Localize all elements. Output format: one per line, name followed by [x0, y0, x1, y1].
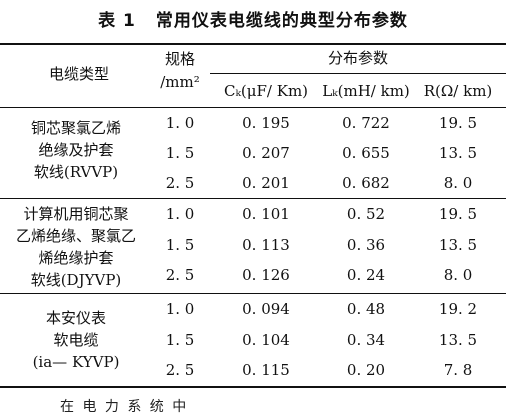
group-3-name: 本安仪表 软电缆 (ia— KYVP)	[4, 307, 148, 373]
table-cell-c: 0. 201	[242, 174, 290, 192]
group-2-name: 计算机用铜芯聚 乙烯绝缘、聚氯乙 烯绝缘护套 软线(DJYVP)	[4, 203, 148, 291]
table-cell-spec: 1. 0	[165, 300, 195, 318]
table-cell-l: 0. 48	[346, 300, 386, 318]
table-cell-r: 19. 5	[438, 205, 478, 223]
table-cell-r: 8. 0	[443, 266, 473, 284]
group-2-name-line: 计算机用铜芯聚	[23, 205, 129, 223]
table-cell-r: 13. 5	[438, 144, 478, 162]
table-cell-l: 0. 52	[346, 205, 386, 223]
table-cell-r: 13. 5	[438, 236, 478, 254]
table-cell-l: 0. 34	[346, 331, 386, 349]
header-bottom-rule	[0, 107, 506, 108]
table-cell-c: 0. 126	[242, 266, 290, 284]
header-distribution-params: 分布参数	[327, 49, 388, 67]
group-1-name: 铜芯聚氯乙烯 绝缘及护套 软线(RVVP)	[4, 117, 148, 183]
group-2-name-line: 烯绝缘护套	[38, 249, 114, 267]
group-1-name-line: 绝缘及护套	[38, 141, 114, 159]
table-cell-r: 19. 2	[438, 300, 478, 318]
table-title: 常用仪表电缆线的典型分布参数	[155, 11, 408, 31]
table-cell-r: 8. 0	[443, 174, 473, 192]
distribution-header-rule	[210, 73, 506, 74]
table-cell-l: 0. 682	[342, 174, 390, 192]
table-cell-c: 0. 101	[242, 205, 290, 223]
header-cable-type: 电缆类型	[48, 65, 109, 83]
top-rule	[0, 43, 506, 45]
table-number: 表 1	[98, 11, 136, 31]
table-caption: 表 1 常用仪表电缆线的典型分布参数	[0, 6, 506, 31]
body-text-fragment: 在 电 力 系 统 中	[60, 399, 189, 415]
table-cell-c: 0. 104	[242, 331, 290, 349]
table-cell-c: 0. 207	[242, 144, 290, 162]
table-cell-r: 13. 5	[438, 331, 478, 349]
table-cell-spec: 1. 5	[165, 331, 195, 349]
table-cell-spec: 1. 0	[165, 114, 195, 132]
table-cell-l: 0. 722	[342, 114, 390, 132]
group-1-name-line: 软线(RVVP)	[33, 163, 119, 181]
table-cell-spec: 2. 5	[165, 266, 195, 284]
group-2-name-line: 乙烯绝缘、聚氯乙	[15, 227, 136, 245]
table-cell-l: 0. 36	[346, 236, 386, 254]
table-cell-spec: 1. 0	[165, 205, 195, 223]
table-cell-spec: 1. 5	[165, 236, 195, 254]
group-divider-2	[0, 293, 506, 294]
bottom-rule	[0, 386, 506, 388]
table-cell-spec: 1. 5	[165, 144, 195, 162]
header-inductance: Lₖ(mH/ km)	[322, 82, 410, 100]
header-spec-unit: /mm²	[160, 73, 200, 91]
group-divider-1	[0, 198, 506, 199]
group-2-name-line: 软线(DJYVP)	[30, 271, 122, 289]
table-cell-l: 0. 20	[346, 361, 386, 379]
table-cell-c: 0. 113	[242, 236, 290, 254]
header-spec: 规格	[164, 50, 195, 68]
table-cell-c: 0. 195	[242, 114, 290, 132]
table-cell-spec: 2. 5	[165, 361, 195, 379]
group-1-name-line: 铜芯聚氯乙烯	[30, 119, 121, 137]
group-3-name-line: 本安仪表	[45, 309, 106, 327]
table-cell-c: 0. 094	[242, 300, 290, 318]
table-cell-r: 19. 5	[438, 114, 478, 132]
table-cell-l: 0. 24	[346, 266, 386, 284]
header-capacitance: Cₖ(μF/ Km)	[223, 82, 309, 100]
table-cell-spec: 2. 5	[165, 174, 195, 192]
group-3-name-line: 软电缆	[53, 331, 99, 349]
group-3-name-line: (ia— KYVP)	[32, 353, 120, 371]
table-cell-l: 0. 655	[342, 144, 390, 162]
table-cell-r: 7. 8	[443, 361, 473, 379]
table-cell-c: 0. 115	[242, 361, 290, 379]
header-resistance: R(Ω/ km)	[423, 82, 493, 100]
